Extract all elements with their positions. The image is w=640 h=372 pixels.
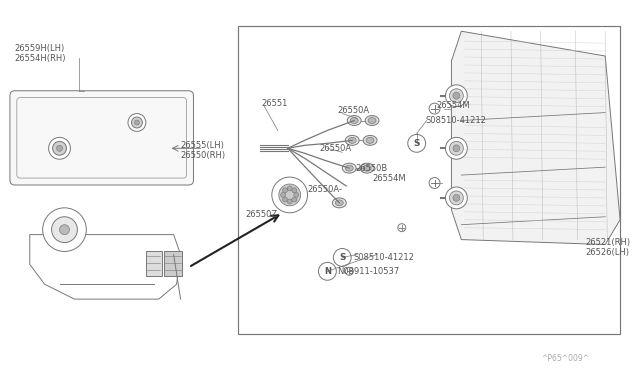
Ellipse shape [365,116,379,125]
Text: 26554M: 26554M [372,174,406,183]
Ellipse shape [345,135,359,145]
Ellipse shape [363,135,377,145]
Ellipse shape [342,163,356,173]
Circle shape [272,177,308,213]
Circle shape [281,192,285,198]
Circle shape [279,184,301,206]
FancyBboxPatch shape [10,91,193,185]
Bar [164,251,182,276]
Circle shape [449,141,463,155]
Circle shape [429,177,440,189]
Ellipse shape [363,165,371,171]
Ellipse shape [360,163,374,173]
Circle shape [287,199,292,204]
Text: 26555(LH): 26555(LH) [180,141,225,150]
Text: S08510-41212: S08510-41212 [426,116,486,125]
Text: 26550Z: 26550Z [245,210,277,219]
Circle shape [49,137,70,159]
Circle shape [56,145,63,151]
Text: S: S [339,253,346,262]
Text: 26554H(RH): 26554H(RH) [15,54,67,62]
Ellipse shape [368,118,376,124]
Bar [238,26,620,334]
Circle shape [333,248,351,266]
Ellipse shape [348,137,356,143]
Circle shape [449,191,463,205]
Circle shape [398,224,406,232]
Circle shape [60,225,70,235]
Text: 26559H(LH): 26559H(LH) [15,44,65,52]
Circle shape [408,134,426,152]
Ellipse shape [350,118,358,124]
Ellipse shape [332,198,346,208]
Ellipse shape [345,165,353,171]
Bar [146,251,162,276]
Circle shape [52,217,77,243]
Circle shape [445,85,467,107]
Circle shape [292,197,297,202]
Circle shape [292,188,297,193]
Text: 26550B: 26550B [355,164,387,173]
Text: ^P65^009^: ^P65^009^ [541,354,589,363]
Circle shape [319,262,337,280]
Circle shape [449,89,463,103]
Circle shape [445,187,467,209]
Circle shape [131,117,142,128]
Circle shape [283,188,287,193]
Polygon shape [30,235,180,299]
Polygon shape [451,31,620,244]
Ellipse shape [335,200,343,206]
Text: 26550(RH): 26550(RH) [180,151,226,160]
Circle shape [345,267,353,275]
Text: N: N [324,267,331,276]
Text: 26550A: 26550A [319,144,351,153]
Text: 26551: 26551 [261,99,287,108]
Ellipse shape [366,137,374,143]
Circle shape [453,92,460,99]
Circle shape [453,145,460,152]
Text: N08911-10537: N08911-10537 [337,267,399,276]
Text: S: S [413,139,420,148]
Circle shape [134,120,140,125]
Text: 26550A: 26550A [337,106,369,115]
Circle shape [283,197,287,202]
Text: 26550A-: 26550A- [308,186,342,195]
Circle shape [429,103,440,114]
Text: S08510-41212: S08510-41212 [353,253,414,262]
Circle shape [287,186,292,191]
Circle shape [453,195,460,201]
Circle shape [43,208,86,251]
Circle shape [128,113,146,131]
Text: 26521(RH): 26521(RH) [586,238,630,247]
Text: 26554M: 26554M [436,101,470,110]
Ellipse shape [348,116,361,125]
Text: 26526(LH): 26526(LH) [586,248,629,257]
Circle shape [52,141,67,155]
Circle shape [294,192,299,198]
Circle shape [445,137,467,159]
